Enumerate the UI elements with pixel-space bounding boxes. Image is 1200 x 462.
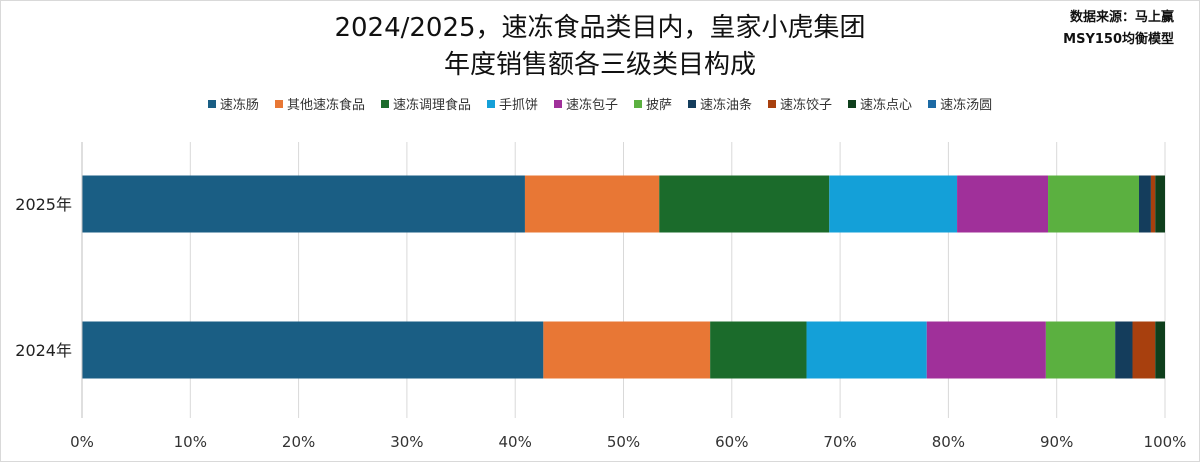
legend-item: 速冻肠	[207, 94, 259, 113]
legend-swatch	[380, 99, 389, 108]
bar-segment-1-1	[82, 175, 525, 233]
x-tick-label: 60%	[715, 433, 748, 451]
x-tick-label: 50%	[607, 433, 640, 451]
x-tick-label: 90%	[1040, 433, 1073, 451]
bar-segment-2-8	[1132, 321, 1156, 379]
category-label: 2025年	[15, 195, 72, 214]
legend-label: 速冻汤圆	[940, 98, 993, 113]
chart-title-line2: 年度销售额各三级类目构成	[443, 50, 756, 80]
legend-label: 速冻调理食品	[392, 98, 471, 113]
x-tick-label: 20%	[282, 433, 315, 451]
bar-segment-1-2	[524, 175, 660, 233]
bar-segment-2-6	[1045, 321, 1116, 379]
x-tick-label: 40%	[499, 433, 532, 451]
legend-swatch	[634, 99, 642, 108]
x-tick-label: 30%	[390, 433, 423, 451]
bar-segment-2-4	[806, 321, 927, 379]
bar-segment-2-7	[1115, 321, 1133, 379]
bar-segment-2-9	[1155, 321, 1165, 379]
bar-segment-2-5	[926, 321, 1046, 379]
bar-segment-1-4	[829, 175, 958, 233]
legend-item: 速冻包子	[553, 94, 618, 113]
category-label: 2024年	[15, 341, 72, 360]
legend-swatch	[768, 99, 777, 108]
legend-label: 其他速冻食品	[286, 98, 365, 113]
legend-item: 速冻汤圆	[928, 94, 992, 113]
bar-segment-1-6	[1048, 175, 1140, 233]
bar-segment-1-9	[1155, 175, 1165, 233]
x-tick-label: 70%	[823, 433, 856, 451]
legend-swatch	[688, 99, 697, 108]
source-line1: 数据来源：马上赢	[1069, 10, 1174, 25]
chart-title-line1: 2024/2025，速冻食品类目内，皇家小虎集团	[334, 13, 866, 43]
legend-swatch	[486, 99, 495, 108]
legend-label: 速冻肠	[219, 98, 259, 113]
legend-swatch	[553, 99, 562, 108]
legend-swatch	[207, 99, 216, 108]
legend-swatch	[274, 99, 283, 108]
legend-label: 速冻油条	[700, 98, 753, 113]
legend-item: 速冻油条	[688, 94, 752, 113]
bar-segment-2-1	[82, 321, 544, 379]
legend-label: 速冻包子	[565, 98, 618, 113]
source-note: 数据来源：马上赢 MSY150均衡模型	[1063, 7, 1174, 51]
bar-segment-1-3	[659, 175, 830, 233]
legend-item: 速冻饺子	[768, 94, 832, 113]
legend-item: 其他速冻食品	[274, 94, 365, 113]
x-tick-label: 0%	[70, 433, 94, 451]
legend-label: 速冻点心	[860, 98, 913, 113]
bar-segment-1-7	[1139, 175, 1151, 233]
legend-label: 速冻饺子	[780, 98, 833, 113]
legend-item: 速冻点心	[848, 94, 912, 113]
legend-swatch	[848, 99, 857, 108]
x-tick-label: 10%	[174, 433, 207, 451]
legend-item: 披萨	[634, 94, 672, 113]
bar-segment-2-2	[543, 321, 711, 379]
bar-segment-1-5	[957, 175, 1049, 233]
legend-item: 手抓饼	[486, 94, 538, 113]
bar-segment-1-8	[1150, 175, 1156, 233]
legend-swatch	[928, 99, 937, 108]
legend-label: 手抓饼	[498, 98, 538, 113]
x-tick-label: 100%	[1144, 433, 1187, 451]
x-tick-label: 80%	[932, 433, 965, 451]
legend-item: 速冻调理食品	[380, 94, 471, 113]
legend-label: 披萨	[646, 98, 673, 113]
bar-segment-2-3	[710, 321, 807, 379]
source-line2: MSY150均衡模型	[1063, 32, 1174, 47]
chart-legend: 速冻肠 其他速冻食品 速冻调理食品 手抓饼 速冻包子 披萨 速冻油条 速冻饺子 速冻点心 速冻汤圆	[0, 94, 1200, 113]
